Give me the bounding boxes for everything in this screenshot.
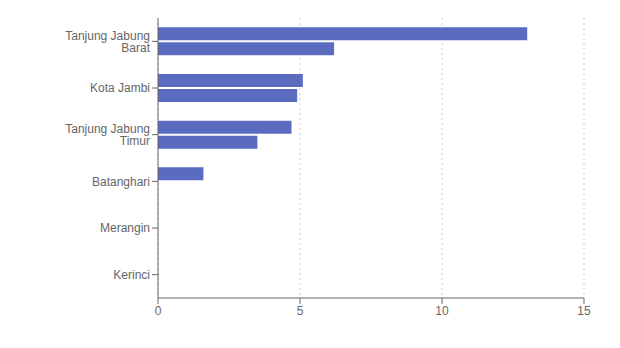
svg-text:Batanghari: Batanghari bbox=[92, 175, 150, 189]
svg-text:5: 5 bbox=[297, 304, 304, 318]
svg-text:10: 10 bbox=[435, 304, 449, 318]
svg-text:Merangin: Merangin bbox=[100, 221, 150, 235]
svg-text:15: 15 bbox=[577, 304, 591, 318]
svg-text:Kota Jambi: Kota Jambi bbox=[90, 81, 150, 95]
svg-text:Kerinci: Kerinci bbox=[113, 268, 150, 282]
svg-text:Tanjung JabungBarat: Tanjung JabungBarat bbox=[65, 29, 150, 55]
svg-text:Tanjung JabungTimur: Tanjung JabungTimur bbox=[65, 122, 150, 148]
svg-text:0: 0 bbox=[155, 304, 162, 318]
